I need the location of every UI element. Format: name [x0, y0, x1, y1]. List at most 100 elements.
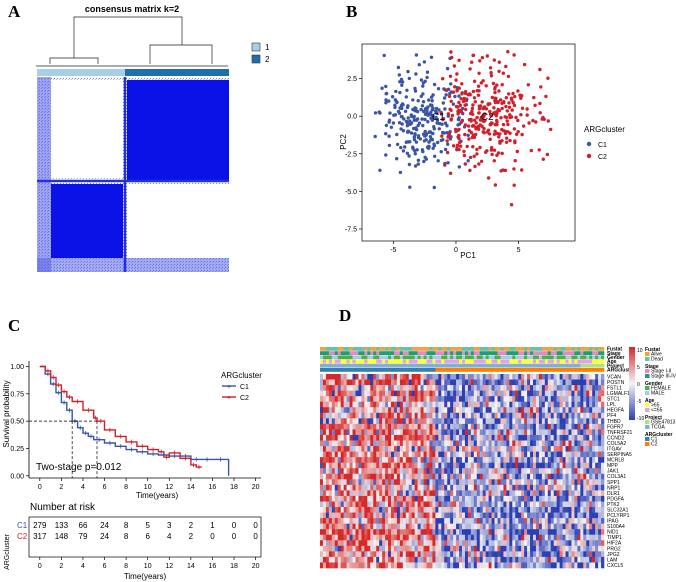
heatmap-cell	[364, 523, 368, 530]
heatmap-cell	[476, 374, 481, 380]
heatmap-cell	[444, 396, 448, 403]
heatmap-cell	[364, 556, 368, 563]
annotation-cell-argcluster	[553, 368, 557, 372]
heatmap-cell	[459, 385, 463, 391]
heatmap-cell	[583, 451, 587, 458]
heatmap-cell	[361, 518, 365, 524]
heatmap-cell	[562, 556, 566, 563]
heatmap-cell	[367, 529, 371, 536]
annotation-cell-argcluster	[462, 368, 466, 372]
heatmap-cell	[538, 407, 543, 414]
heatmap-cell	[562, 434, 566, 441]
heatmap-cell	[530, 451, 534, 458]
heatmap-cell	[556, 523, 560, 530]
annotation-cell-stage	[521, 351, 525, 355]
km-xtick-label: 12	[165, 484, 173, 491]
heatmap-cell	[527, 457, 531, 463]
pca-point-c1	[417, 62, 421, 67]
heatmap-cell	[426, 545, 430, 552]
heatmap-cell	[482, 545, 486, 552]
annotation-cell-project	[538, 363, 543, 368]
pca-point-c2	[475, 147, 479, 152]
heatmap-cell	[370, 390, 374, 397]
heatmap-cell	[589, 551, 593, 558]
annotation-cell-argcluster	[595, 368, 599, 372]
heatmap-cell	[358, 468, 362, 475]
heatmap-cell	[340, 385, 344, 391]
heatmap-cell	[547, 545, 552, 552]
annotation-cell-stage	[423, 351, 427, 355]
heatmap-cell	[385, 468, 389, 475]
annotation-cell-fustat	[432, 347, 436, 351]
heatmap-cell	[598, 434, 602, 441]
heatmap-cell	[574, 523, 578, 530]
annotation-cell-gender	[527, 355, 531, 360]
heatmap-cell	[393, 473, 398, 480]
heatmap-cell	[396, 479, 401, 486]
heatmap-cell	[488, 490, 492, 497]
annotation-cell-age	[393, 359, 398, 364]
annotation-cell-argcluster	[598, 368, 602, 372]
annotation-cell-fustat	[521, 347, 525, 351]
heatmap-cell	[361, 501, 365, 508]
pca-point-c1	[411, 147, 415, 151]
heatmap-cell	[367, 534, 371, 541]
heatmap-cell	[577, 556, 581, 563]
annotation-cell-argcluster	[432, 368, 436, 372]
heatmap-cell	[462, 512, 466, 519]
pca-point-c2	[471, 145, 475, 149]
heatmap-cell	[485, 551, 489, 558]
annotation-cell-argcluster	[340, 368, 344, 372]
heatmap-cell	[547, 507, 552, 513]
heatmap-cell	[349, 495, 353, 502]
annotation-legend-swatch	[645, 369, 650, 373]
pca-point-c1	[420, 117, 424, 121]
heatmap-cell	[391, 390, 395, 397]
heatmap-cell	[464, 379, 469, 386]
heatmap-cell	[488, 534, 492, 541]
heatmap-cell	[320, 457, 324, 463]
heatmap-cell	[438, 390, 442, 397]
heatmap-cell	[574, 374, 578, 380]
heatmap-cell	[556, 396, 560, 403]
heatmap-cell	[373, 429, 377, 436]
heatmap-cell	[411, 562, 415, 569]
heatmap-cell	[417, 462, 421, 469]
heatmap-cell	[337, 451, 342, 458]
annotation-cell-argcluster	[518, 368, 522, 372]
heatmap-cell	[456, 507, 460, 513]
heatmap-cell	[571, 412, 575, 419]
heatmap-cell	[355, 396, 359, 403]
pca-point-c1	[397, 111, 402, 115]
heatmap-cell	[382, 379, 386, 386]
heatmap-cell	[568, 490, 572, 497]
heatmap-cell	[518, 523, 522, 530]
dendrogram-root-branch	[73, 16, 183, 58]
heatmap-cell	[391, 545, 395, 552]
heatmap-cell	[547, 390, 552, 397]
heatmap-cell	[408, 501, 413, 508]
heatmap-cell	[399, 518, 404, 524]
heatmap-cell	[355, 551, 359, 558]
heatmap-cell	[391, 479, 395, 486]
heatmap-cell	[379, 540, 383, 547]
pca-point-c1	[443, 121, 448, 125]
heatmap-cell	[467, 490, 472, 497]
heatmap-cell	[423, 418, 427, 425]
heatmap-cell	[373, 468, 377, 475]
heatmap-cell	[328, 457, 333, 463]
pca-point-c2	[518, 93, 522, 97]
heatmap-cell	[361, 457, 365, 463]
annotation-cell-stage	[411, 351, 415, 355]
heatmap-cell	[533, 562, 537, 569]
heatmap-cell	[441, 523, 445, 530]
heatmap-cell	[447, 396, 451, 403]
heatmap-cell	[426, 462, 430, 469]
annotation-cell-argcluster	[541, 368, 546, 372]
annotation-cell-stage	[396, 351, 401, 355]
heatmap-cell	[405, 490, 410, 497]
heatmap-cell	[464, 418, 469, 425]
heatmap-cell	[388, 390, 392, 397]
heatmap-cell	[473, 495, 478, 502]
heatmap-cell	[438, 468, 442, 475]
